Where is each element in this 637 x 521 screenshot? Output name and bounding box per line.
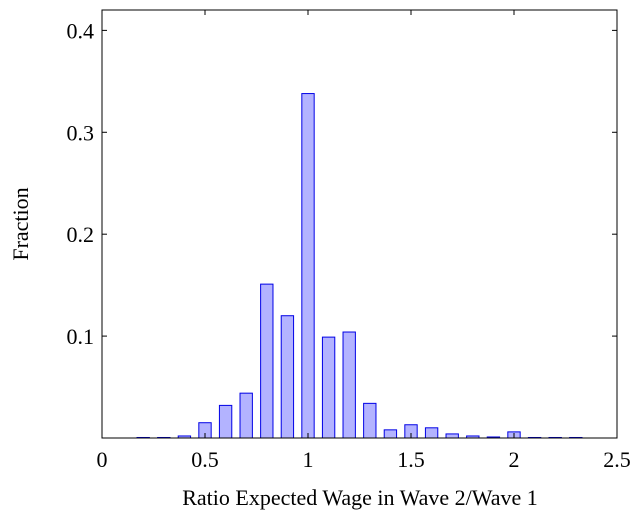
bar [424, 427, 439, 439]
y-tick-label: 0.4 [67, 18, 95, 43]
bar [342, 331, 356, 439]
x-tick-label: 1.5 [397, 447, 425, 472]
bar [239, 392, 253, 439]
bar [445, 433, 459, 439]
x-axis-label: Ratio Expected Wage in Wave 2/Wave 1 [182, 485, 538, 510]
bar [383, 429, 398, 439]
bar [321, 336, 336, 439]
bar [260, 283, 274, 439]
x-tick-label: 1 [303, 447, 314, 472]
bar [363, 402, 377, 439]
plot-frame [101, 9, 618, 439]
x-tick-label: 2.5 [603, 447, 631, 472]
y-tick-label: 0.2 [67, 222, 95, 247]
x-tick-label: 2 [509, 447, 520, 472]
y-tick-label: 0.1 [67, 324, 95, 349]
x-tick-label: 0 [97, 447, 108, 472]
bar [218, 404, 233, 439]
x-tick-label: 0.5 [191, 447, 219, 472]
bar [280, 315, 295, 439]
y-tick-label: 0.3 [67, 120, 95, 145]
y-axis-label: Fraction [8, 187, 33, 260]
bar [301, 93, 315, 439]
